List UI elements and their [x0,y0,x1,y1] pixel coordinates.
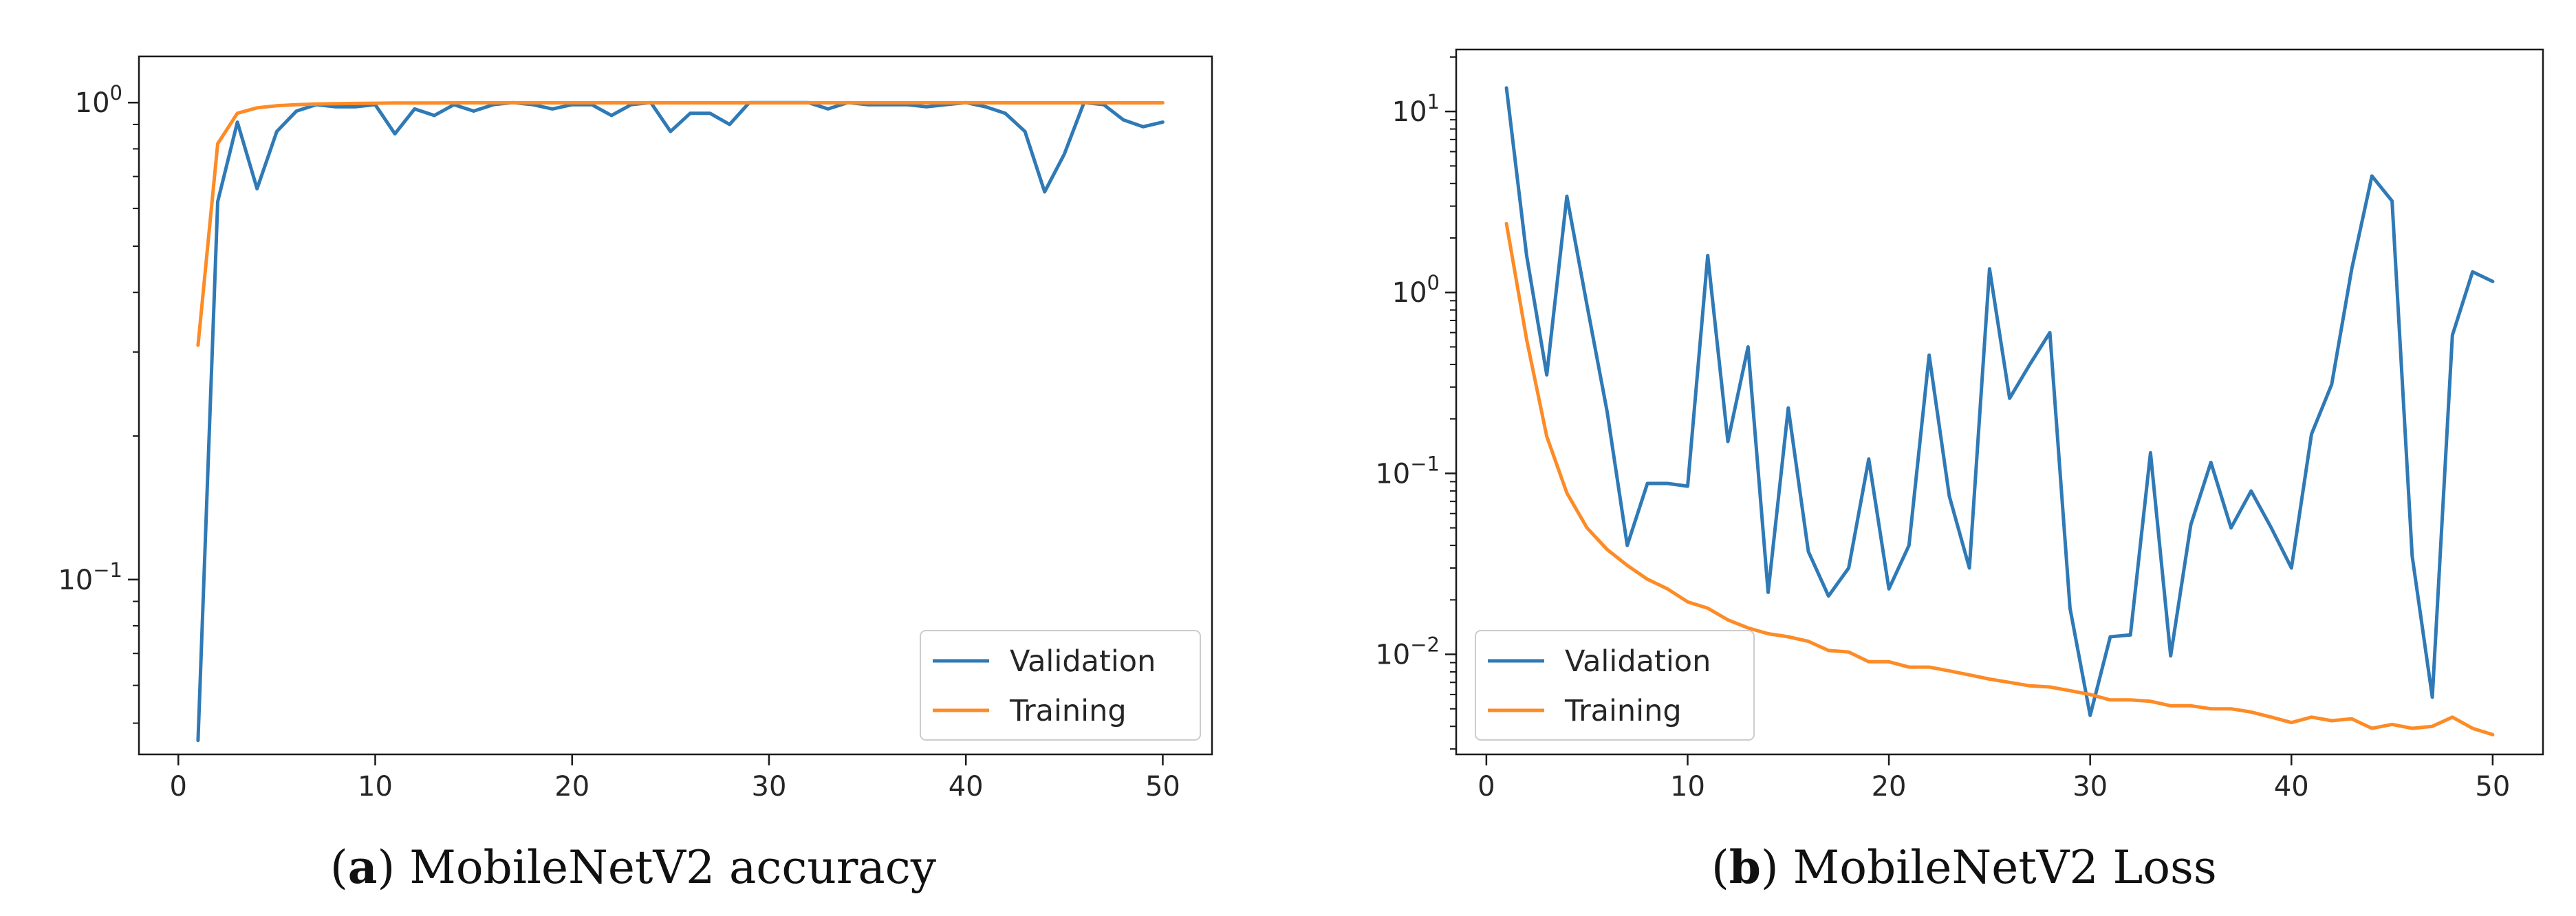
x-tick-label: 50 [2475,771,2510,803]
y-tick-label: 10−2 [1375,633,1440,671]
y-tick-label: 101 [1392,90,1440,128]
accuracy-chart: 100 10−1 0 10 20 30 40 50 Validation Training [58,55,1213,803]
x-tick-label: 0 [170,771,187,803]
y-tick-label: 100 [75,81,122,119]
validation-line [196,100,1165,743]
caption-accuracy: (a) MobileNetV2 accuracy [330,840,936,894]
x-tick-label: 20 [554,771,589,803]
training-line [196,101,1165,347]
legend-training-label: Training [1009,694,1127,728]
y-tick-label: 10−1 [1375,452,1440,490]
y-tick-label: 100 [1392,271,1440,309]
x-tick-label: 50 [1145,771,1180,803]
legend-box [920,630,1201,741]
x-tick-label: 40 [949,771,984,803]
y-tick-label: 10−1 [58,558,122,596]
legend-validation-label: Validation [1565,644,1711,679]
training-line [1504,221,2495,737]
caption-loss: (b) MobileNetV2 Loss [1711,840,2217,894]
loss-chart: 101 100 10−1 10−2 0 10 20 30 40 50 Validation Train… [1375,48,2544,803]
x-tick-label: 30 [2072,771,2108,803]
legend-training-label: Training [1564,694,1682,728]
axes-frame [138,55,1213,756]
x-tick-label: 10 [1670,771,1705,803]
legend-box [1475,630,1755,741]
x-tick-label: 30 [752,771,787,803]
legend-validation-label: Validation [1010,644,1156,679]
x-tick-label: 20 [1872,771,1907,803]
x-tick-label: 10 [358,771,393,803]
axes-frame [1455,48,2544,756]
validation-line [1504,86,2495,717]
x-tick-label: 40 [2274,771,2309,803]
x-tick-label: 0 [1478,771,1495,803]
